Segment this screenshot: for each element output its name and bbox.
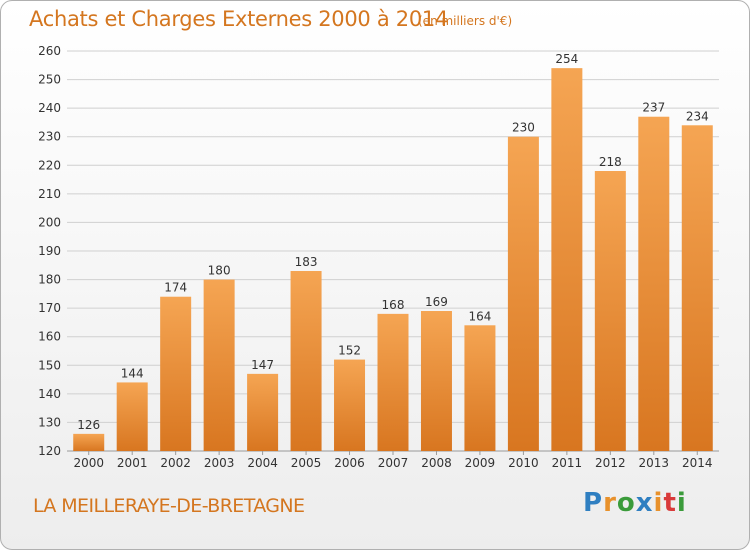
y-tick-label: 230 (38, 130, 61, 144)
bar (594, 171, 626, 451)
proxiti-logo: Proxiti (583, 488, 687, 518)
data-label: 147 (251, 358, 274, 372)
bar (507, 136, 539, 451)
bar (73, 433, 105, 451)
y-tick-label: 170 (38, 301, 61, 315)
logo-letter: i (653, 488, 664, 518)
chart-subtitle: (en milliers d'€) (418, 14, 513, 28)
y-tick-label: 180 (38, 273, 61, 287)
y-tick-label: 220 (38, 158, 61, 172)
logo-letter: t (663, 488, 677, 518)
y-tick-label: 130 (38, 415, 61, 429)
x-tick-label: 2013 (639, 456, 670, 470)
bar (334, 359, 366, 451)
bar (116, 382, 148, 451)
logo-letter: x (635, 488, 654, 518)
y-tick-label: 240 (38, 101, 61, 115)
data-label: 126 (77, 418, 100, 432)
x-tick-label: 2010 (508, 456, 539, 470)
logo-letter: o (616, 488, 636, 518)
data-label: 180 (208, 264, 231, 278)
logo-letter: P (583, 488, 604, 518)
x-tick-label: 2011 (552, 456, 583, 470)
x-tick-label: 2007 (378, 456, 409, 470)
y-tick-label: 190 (38, 244, 61, 258)
bar (247, 373, 279, 451)
bar (464, 325, 496, 451)
y-tick-label: 250 (38, 73, 61, 87)
bar (638, 116, 670, 451)
bar (377, 313, 409, 451)
bar (203, 279, 235, 451)
data-label: 174 (164, 281, 187, 295)
data-label: 230 (512, 121, 535, 135)
y-tick-label: 150 (38, 358, 61, 372)
data-label: 144 (121, 366, 144, 380)
data-label: 183 (295, 255, 318, 269)
x-tick-label: 2009 (465, 456, 496, 470)
x-tick-label: 2006 (334, 456, 365, 470)
bar (551, 68, 583, 452)
x-tick-label: 2001 (117, 456, 148, 470)
data-label: 164 (468, 309, 491, 323)
y-tick-label: 260 (38, 44, 61, 58)
y-tick-label: 210 (38, 187, 61, 201)
data-label: 237 (642, 101, 665, 115)
bar (420, 311, 452, 451)
y-tick-label: 200 (38, 215, 61, 229)
x-tick-label: 2002 (160, 456, 191, 470)
bar (160, 296, 192, 451)
y-tick-label: 140 (38, 387, 61, 401)
data-label: 152 (338, 344, 361, 358)
x-tick-label: 2005 (291, 456, 322, 470)
y-tick-label: 160 (38, 330, 61, 344)
data-label: 169 (425, 295, 448, 309)
x-tick-label: 2008 (421, 456, 452, 470)
logo-letter: r (603, 488, 617, 518)
place-name: LA MEILLERAYE-DE-BRETAGNE (33, 495, 305, 517)
chart-title: Achats et Charges Externes 2000 à 2014 (29, 7, 449, 31)
logo-letter: i (676, 488, 687, 518)
data-label: 234 (686, 109, 709, 123)
y-tick-label: 120 (38, 444, 61, 458)
data-label: 168 (382, 298, 405, 312)
x-tick-label: 2003 (204, 456, 235, 470)
bar (290, 271, 322, 451)
data-label: 218 (599, 155, 622, 169)
bar (681, 125, 713, 452)
x-tick-label: 2004 (247, 456, 278, 470)
data-label: 254 (555, 52, 578, 66)
x-tick-label: 2012 (595, 456, 626, 470)
x-tick-label: 2000 (73, 456, 104, 470)
x-tick-label: 2014 (682, 456, 713, 470)
